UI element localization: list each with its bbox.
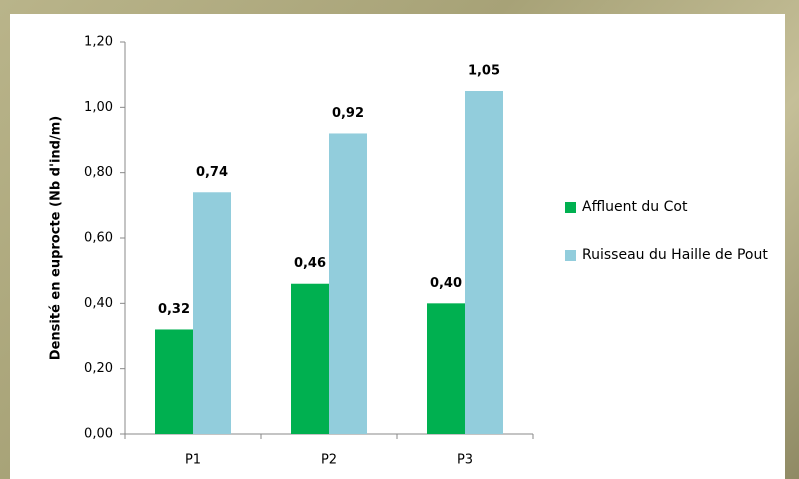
bar xyxy=(291,284,329,434)
legend-swatch xyxy=(565,250,576,261)
bar xyxy=(465,91,503,434)
legend-swatch xyxy=(565,202,576,213)
y-tick-label: 1,20 xyxy=(84,35,113,50)
y-axis-title: Densité en euprocte (Nb d'ind/m) xyxy=(49,116,64,360)
y-tick-label: 0,00 xyxy=(84,427,113,442)
y-tick-label: 0,60 xyxy=(84,231,113,246)
y-tick-label: 0,20 xyxy=(84,361,113,376)
x-tick-label: P3 xyxy=(457,453,473,468)
value-label: 0,40 xyxy=(430,276,462,291)
y-tick-label: 1,00 xyxy=(84,100,113,115)
value-label: 0,46 xyxy=(294,256,326,271)
x-tick-label: P1 xyxy=(185,453,201,468)
y-tick-label: 0,40 xyxy=(84,296,113,311)
x-tick-label: P2 xyxy=(321,453,337,468)
bar xyxy=(427,303,465,434)
bar xyxy=(193,192,231,434)
value-label: 1,05 xyxy=(468,64,500,79)
legend-item: Ruisseau du Haille de Pout xyxy=(565,244,785,266)
y-tick-label: 0,80 xyxy=(84,165,113,180)
legend: Affluent du Cot Ruisseau du Haille de Pou… xyxy=(565,196,785,292)
value-label: 0,92 xyxy=(332,106,364,121)
bar xyxy=(329,133,367,434)
value-label: 0,32 xyxy=(158,302,190,317)
page: Densité en euprocte (Nb d'ind/m) 0,00 0,2… xyxy=(0,0,799,479)
legend-label: Ruisseau du Haille de Pout xyxy=(582,244,768,266)
bar xyxy=(155,329,193,434)
legend-label: Affluent du Cot xyxy=(582,196,687,218)
legend-item: Affluent du Cot xyxy=(565,196,785,218)
value-label: 0,74 xyxy=(196,165,228,180)
